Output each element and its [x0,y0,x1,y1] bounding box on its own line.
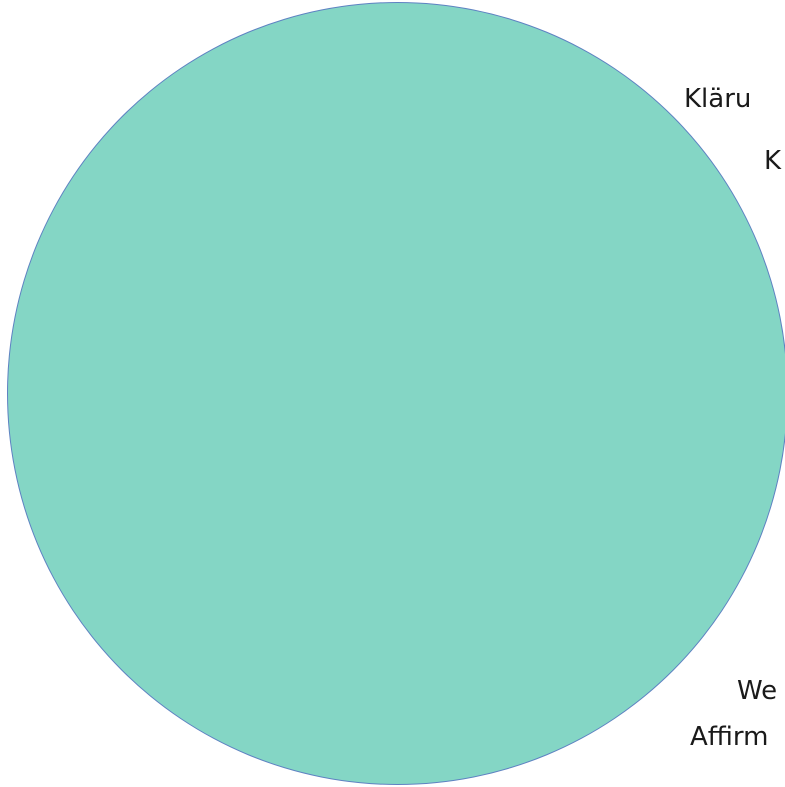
label-klaeru: Kläru [684,84,752,114]
segment-circle [7,2,785,785]
label-k: K [764,146,782,176]
label-we: We [737,676,778,706]
label-affirm: Affirm [690,722,769,752]
